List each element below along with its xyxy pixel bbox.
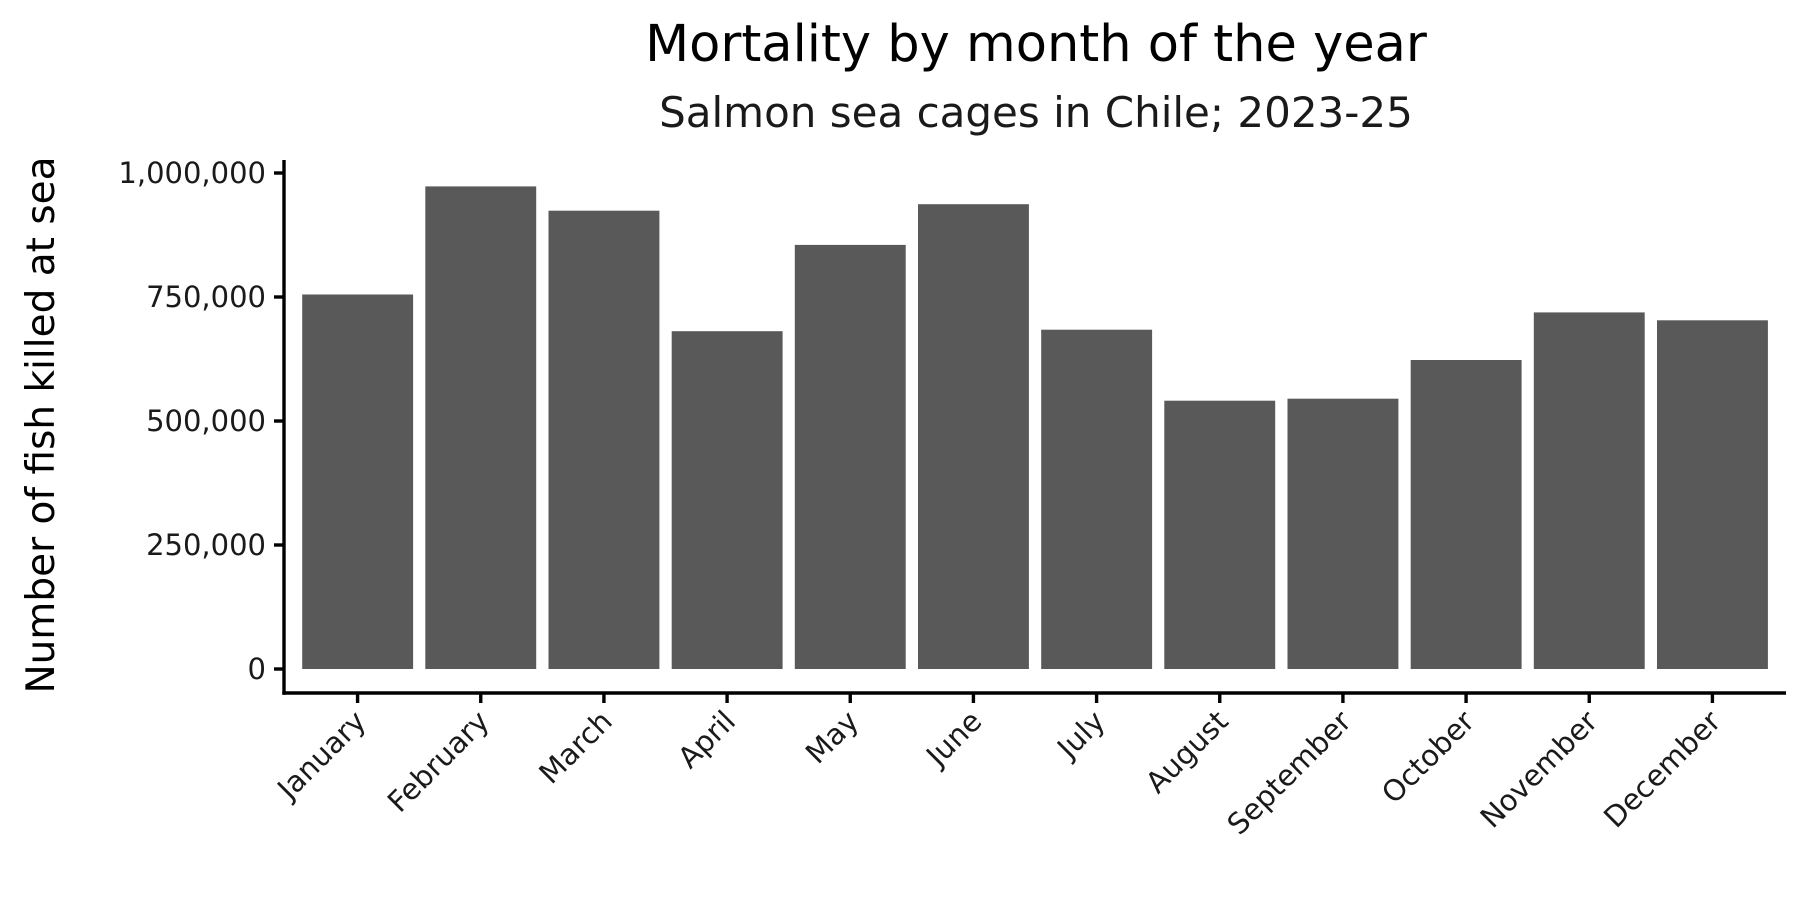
bar-march	[548, 210, 660, 669]
y-tick-label: 0	[248, 652, 266, 686]
x-axis: January February March April May June July Augu…	[269, 691, 1786, 841]
bar-january	[302, 294, 414, 669]
bar-october	[1410, 360, 1522, 669]
x-tick-label: February	[381, 704, 496, 819]
x-tick-label: July	[1049, 704, 1111, 766]
x-tick-label: August	[1139, 704, 1235, 800]
bar-april	[671, 331, 783, 669]
bar-july	[1041, 329, 1153, 669]
y-tick-label: 250,000	[146, 528, 266, 562]
y-tick-label: 750,000	[146, 280, 266, 314]
bar-may	[794, 244, 906, 669]
x-tick-label: January	[269, 704, 372, 807]
x-tick-label: October	[1375, 704, 1481, 810]
bars-group	[302, 186, 1768, 669]
y-tick-label: 500,000	[146, 404, 266, 438]
bar-june	[918, 204, 1029, 669]
bar-december	[1657, 320, 1768, 669]
bar-september	[1287, 398, 1399, 669]
y-tick-label: 1,000,000	[118, 156, 266, 190]
bar-february	[425, 186, 537, 669]
bar-november	[1533, 312, 1645, 669]
x-tick-label: April	[671, 704, 742, 775]
x-tick-label: November	[1473, 704, 1604, 835]
chart-title: Mortality by month of the year	[645, 15, 1427, 74]
x-tick-label: March	[532, 704, 619, 791]
x-tick-label: May	[799, 704, 865, 770]
chart-subtitle: Salmon sea cages in Chile; 2023-25	[659, 88, 1413, 137]
x-tick-label: September	[1220, 704, 1357, 841]
y-axis: 0 250,000 500,000 750,000 1,000,000	[118, 156, 286, 695]
bar-august	[1164, 400, 1276, 669]
x-tick-label: June	[918, 704, 988, 774]
x-tick-label: December	[1597, 704, 1727, 834]
y-axis-title: Number of fish killed at sea	[19, 156, 64, 693]
